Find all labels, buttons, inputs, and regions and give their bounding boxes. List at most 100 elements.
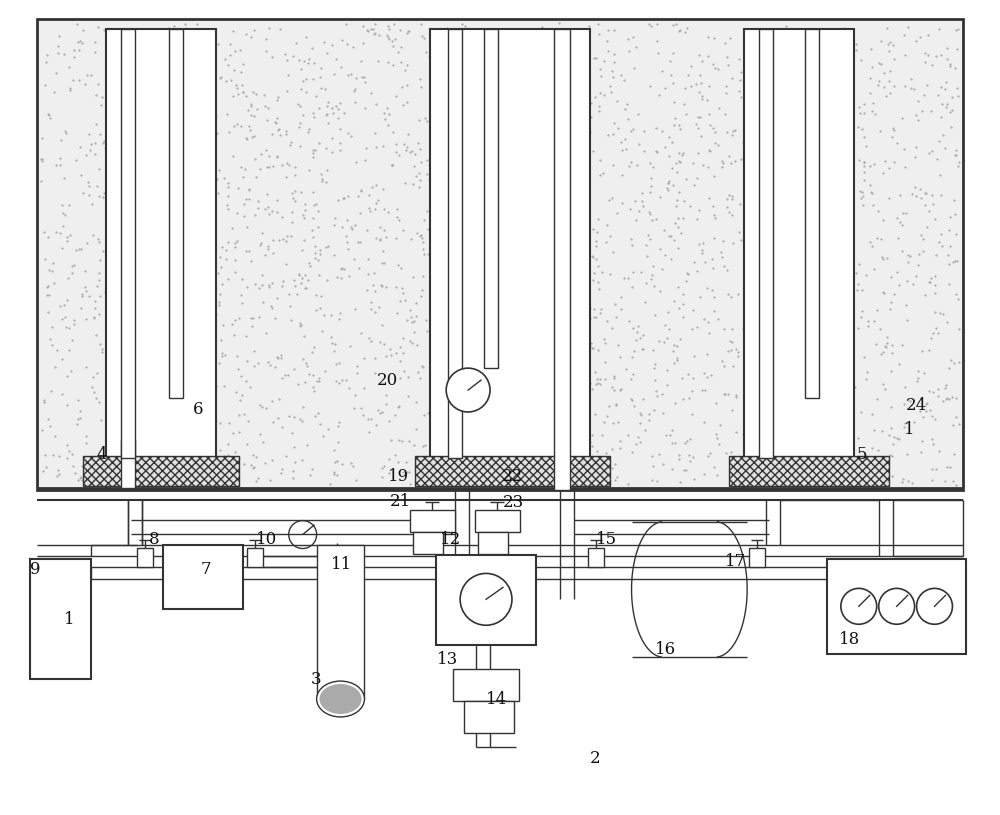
- Point: [624, 394, 640, 407]
- Point: [242, 124, 258, 137]
- Point: [367, 285, 383, 298]
- Point: [723, 156, 739, 170]
- Point: [621, 45, 637, 58]
- Point: [942, 240, 958, 253]
- Text: 6: 6: [193, 402, 204, 418]
- Point: [53, 134, 69, 147]
- Point: [895, 473, 911, 486]
- Point: [243, 97, 259, 110]
- Point: [331, 312, 347, 325]
- Point: [336, 192, 352, 205]
- Point: [947, 208, 963, 221]
- Point: [672, 122, 688, 135]
- Point: [209, 126, 225, 139]
- Point: [669, 194, 685, 207]
- Point: [696, 366, 712, 379]
- Point: [328, 99, 344, 112]
- Point: [414, 231, 430, 244]
- Point: [413, 17, 429, 30]
- Point: [865, 96, 881, 109]
- Point: [368, 231, 384, 244]
- Point: [628, 40, 644, 53]
- Point: [260, 243, 276, 256]
- Point: [301, 256, 317, 269]
- Point: [397, 64, 413, 77]
- Point: [238, 28, 254, 41]
- Point: [613, 135, 629, 148]
- Point: [334, 33, 350, 46]
- Point: [665, 344, 681, 357]
- Point: [701, 192, 717, 205]
- Text: 3: 3: [311, 671, 321, 688]
- Point: [234, 78, 250, 91]
- Point: [250, 202, 266, 215]
- Point: [916, 89, 932, 102]
- Point: [625, 266, 641, 279]
- Point: [418, 314, 434, 327]
- Point: [719, 192, 735, 205]
- Point: [371, 29, 387, 42]
- Point: [274, 211, 290, 224]
- Point: [634, 194, 650, 207]
- Point: [264, 205, 280, 218]
- Point: [415, 242, 431, 255]
- Point: [918, 405, 934, 418]
- Point: [875, 285, 891, 298]
- Point: [338, 17, 354, 30]
- Point: [935, 129, 951, 142]
- Point: [279, 156, 295, 170]
- Point: [627, 195, 643, 208]
- Point: [587, 408, 603, 421]
- Point: [673, 227, 689, 240]
- Point: [245, 86, 261, 99]
- Point: [225, 24, 241, 37]
- Point: [654, 65, 670, 78]
- Point: [706, 460, 722, 474]
- Point: [640, 228, 656, 241]
- Point: [917, 199, 933, 212]
- Point: [865, 199, 881, 212]
- Point: [281, 410, 297, 423]
- Point: [608, 398, 624, 411]
- Point: [347, 219, 363, 232]
- Point: [637, 296, 653, 309]
- Point: [601, 400, 617, 413]
- Point: [606, 372, 622, 385]
- Point: [226, 478, 242, 491]
- Bar: [317, 544, 364, 699]
- Point: [648, 121, 664, 134]
- Point: [208, 110, 224, 123]
- Point: [420, 247, 436, 260]
- Point: [706, 32, 722, 45]
- Point: [881, 429, 897, 442]
- Point: [860, 320, 876, 333]
- Point: [380, 30, 396, 43]
- Point: [631, 138, 647, 151]
- Point: [231, 409, 247, 422]
- Point: [69, 417, 85, 430]
- Point: [695, 159, 711, 172]
- Point: [418, 46, 434, 59]
- Point: [714, 155, 730, 168]
- Point: [52, 227, 68, 240]
- Point: [396, 364, 412, 377]
- Point: [297, 204, 313, 217]
- Point: [329, 271, 345, 284]
- Point: [622, 202, 638, 215]
- Point: [856, 160, 872, 173]
- Point: [735, 428, 751, 441]
- Point: [920, 29, 936, 42]
- Point: [208, 379, 224, 392]
- Point: [666, 295, 682, 308]
- Point: [348, 474, 364, 487]
- Point: [221, 126, 237, 139]
- Point: [610, 339, 626, 352]
- Point: [319, 108, 335, 121]
- Point: [391, 148, 407, 161]
- Point: [590, 344, 606, 357]
- Point: [686, 178, 702, 192]
- Point: [938, 392, 954, 405]
- Point: [41, 108, 57, 121]
- Point: [305, 186, 321, 199]
- Point: [247, 209, 263, 222]
